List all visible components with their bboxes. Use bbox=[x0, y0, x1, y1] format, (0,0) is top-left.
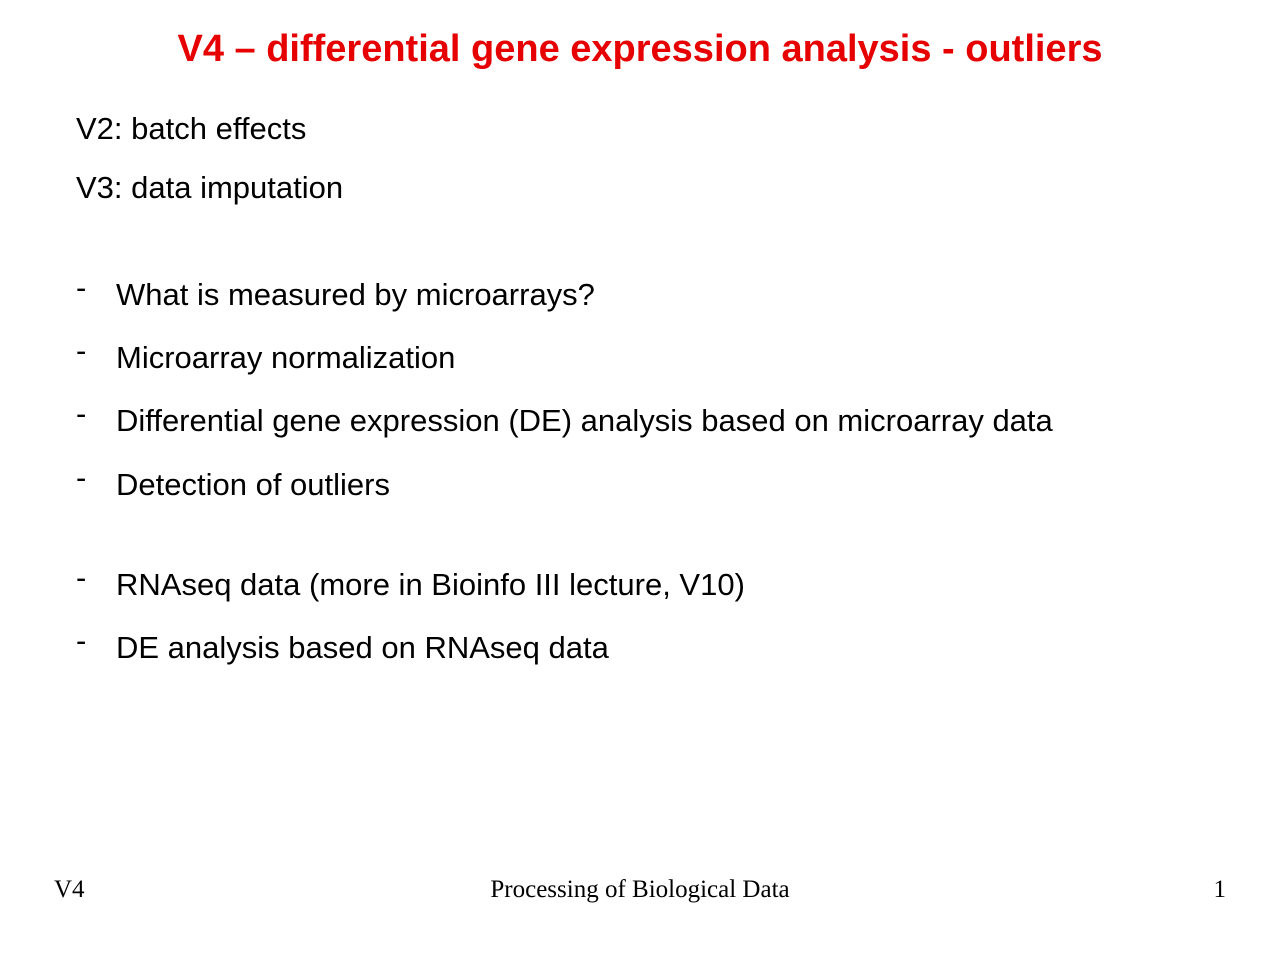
bullet-text: Microarray normalization bbox=[116, 339, 455, 376]
footer-page-number: 1 bbox=[1214, 876, 1227, 904]
intro-line-2: V3: data imputation bbox=[76, 159, 343, 218]
bullet-group-1: - What is measured by microarrays? - Mic… bbox=[76, 276, 1053, 529]
bullet-dash-icon: - bbox=[76, 462, 116, 493]
bullet-dash-icon: - bbox=[76, 625, 116, 656]
bullet-dash-icon: - bbox=[76, 562, 116, 593]
list-item: - Microarray normalization bbox=[76, 339, 1053, 376]
list-item: - Detection of outliers bbox=[76, 466, 1053, 503]
bullet-dash-icon: - bbox=[76, 272, 116, 303]
bullet-text: What is measured by microarrays? bbox=[116, 276, 595, 313]
bullet-text: DE analysis based on RNAseq data bbox=[116, 629, 609, 666]
bullet-dash-icon: - bbox=[76, 398, 116, 429]
bullet-group-2: - RNAseq data (more in Bioinfo III lectu… bbox=[76, 566, 745, 692]
list-item: - RNAseq data (more in Bioinfo III lectu… bbox=[76, 566, 745, 603]
slide: V4 – differential gene expression analys… bbox=[0, 0, 1280, 960]
bullet-text: RNAseq data (more in Bioinfo III lecture… bbox=[116, 566, 745, 603]
slide-footer: V4 Processing of Biological Data 1 bbox=[0, 874, 1280, 904]
slide-title: V4 – differential gene expression analys… bbox=[0, 28, 1280, 71]
footer-center: Processing of Biological Data bbox=[0, 876, 1280, 904]
list-item: - What is measured by microarrays? bbox=[76, 276, 1053, 313]
intro-line-1: V2: batch effects bbox=[76, 100, 343, 159]
bullet-dash-icon: - bbox=[76, 335, 116, 366]
list-item: - Differential gene expression (DE) anal… bbox=[76, 402, 1053, 439]
intro-block: V2: batch effects V3: data imputation bbox=[76, 100, 343, 218]
bullet-text: Differential gene expression (DE) analys… bbox=[116, 402, 1053, 439]
list-item: - DE analysis based on RNAseq data bbox=[76, 629, 745, 666]
bullet-text: Detection of outliers bbox=[116, 466, 390, 503]
